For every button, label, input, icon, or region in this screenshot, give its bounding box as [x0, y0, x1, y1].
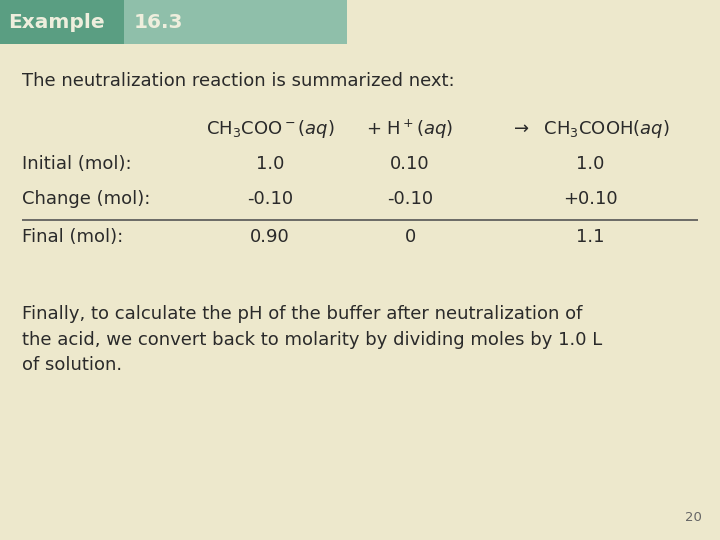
Bar [0, 0, 124, 44]
Text: Change (mol):: Change (mol): [22, 190, 150, 208]
Text: The neutralization reaction is summarized next:: The neutralization reaction is summarize… [22, 72, 454, 90]
Text: 20: 20 [685, 511, 702, 524]
Text: 1.0: 1.0 [576, 155, 604, 173]
Text: Final (mol):: Final (mol): [22, 228, 123, 246]
Text: 1.1: 1.1 [576, 228, 604, 246]
Text: Finally, to calculate the pH of the buffer after neutralization of
the acid, we : Finally, to calculate the pH of the buff… [22, 305, 602, 374]
Text: +0.10: +0.10 [563, 190, 617, 208]
Text: 1.0: 1.0 [256, 155, 284, 173]
Text: CH$_3$COO$^-$($aq$): CH$_3$COO$^-$($aq$) [206, 118, 334, 140]
Text: -0.10: -0.10 [247, 190, 293, 208]
Text: $+$ H$^+$($aq$): $+$ H$^+$($aq$) [366, 118, 454, 141]
Text: -0.10: -0.10 [387, 190, 433, 208]
Text: Example: Example [8, 12, 104, 32]
Text: 0.90: 0.90 [250, 228, 290, 246]
Text: 0: 0 [405, 228, 415, 246]
Text: $\rightarrow$  CH$_3$COOH($aq$): $\rightarrow$ CH$_3$COOH($aq$) [510, 118, 670, 140]
Text: 16.3: 16.3 [134, 12, 184, 32]
Text: Initial (mol):: Initial (mol): [22, 155, 132, 173]
Text: 0.10: 0.10 [390, 155, 430, 173]
Bar [124, 0, 347, 44]
